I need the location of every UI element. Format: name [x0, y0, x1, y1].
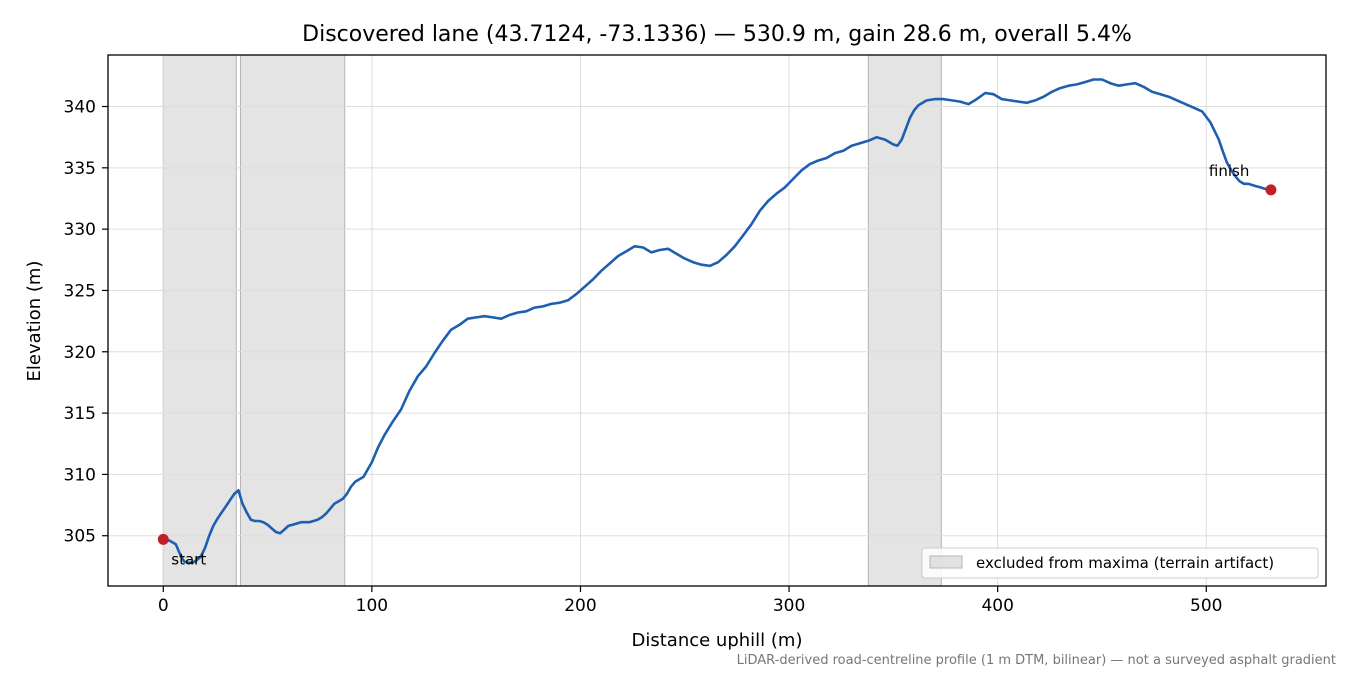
x-tick-label: 300	[773, 596, 805, 616]
start-marker	[157, 533, 169, 545]
y-tick-label: 330	[64, 220, 96, 240]
x-tick-label: 400	[981, 596, 1013, 616]
plot-frame	[107, 54, 1327, 587]
footnote: LiDAR-derived road-centreline profile (1…	[737, 653, 1336, 668]
excluded-region-3	[867, 54, 942, 587]
y-axis-label: Elevation (m)	[24, 261, 45, 382]
y-tick-label: 335	[64, 159, 96, 179]
x-tick-label: 100	[356, 596, 388, 616]
y-tick-label: 305	[64, 527, 96, 547]
legend-label: excluded from maxima (terrain artifact)	[976, 554, 1274, 572]
y-tick-label: 325	[64, 281, 96, 301]
finish-marker	[1265, 184, 1277, 196]
y-tick-label: 315	[64, 404, 96, 424]
x-axis-label: Distance uphill (m)	[632, 630, 803, 651]
start-label: start	[171, 550, 206, 568]
excluded-region-2	[239, 54, 346, 587]
endpoint-markers: start finish	[157, 162, 1277, 568]
series-layer	[162, 78, 1273, 564]
legend: excluded from maxima (terrain artifact)	[921, 547, 1319, 579]
legend-swatch	[929, 555, 963, 569]
excluded-region-1	[162, 54, 237, 587]
chart-title: Discovered lane (43.7124, -73.1336) — 53…	[302, 22, 1132, 47]
x-tick-label: 0	[158, 596, 169, 616]
x-tick-label: 200	[564, 596, 596, 616]
excluded-regions	[162, 54, 942, 587]
axis-ticks: 0 100 200 300 400 500 305 310 315 320 325 330 335 340	[64, 98, 1223, 616]
elevation-profile-line	[162, 78, 1273, 564]
x-tick-label: 500	[1190, 596, 1222, 616]
finish-label: finish	[1209, 162, 1249, 180]
y-tick-label: 310	[64, 465, 96, 485]
y-tick-label: 320	[64, 343, 96, 363]
legend-box	[921, 547, 1319, 579]
gridlines	[108, 55, 1326, 586]
y-tick-label: 340	[64, 98, 96, 118]
